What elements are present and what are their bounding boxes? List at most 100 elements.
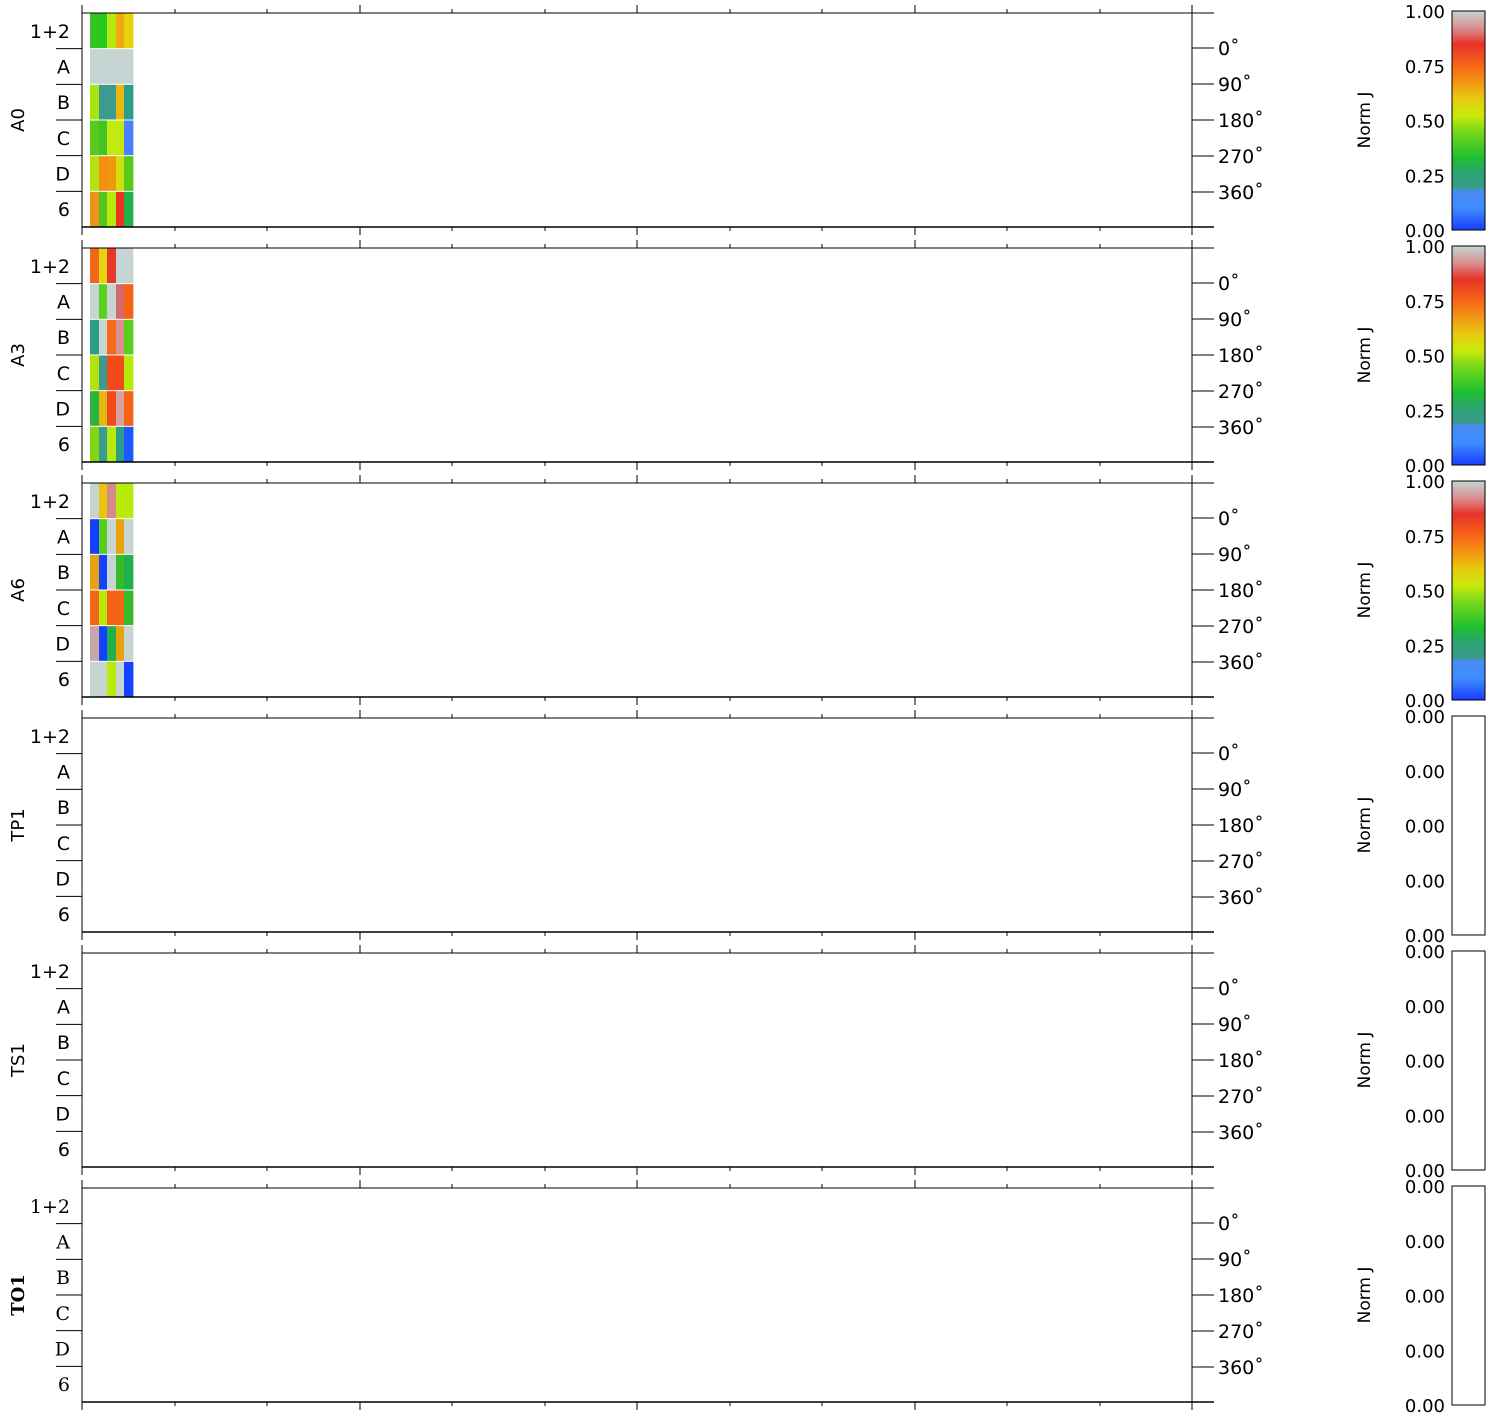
heatmap-cell <box>124 13 134 49</box>
colorbar-tick-label: 0.00 <box>1405 871 1445 892</box>
heatmap-cell <box>124 426 134 462</box>
row-label: C <box>57 363 70 385</box>
panel-name: TO1 <box>8 1274 29 1316</box>
heatmap-cell <box>90 626 100 661</box>
heatmap-cell <box>116 590 125 626</box>
row-label: C <box>55 1303 70 1325</box>
row-label: B <box>56 1267 70 1289</box>
row-label: B <box>57 797 70 819</box>
panel-name: A3 <box>8 343 29 367</box>
heatmap-cell <box>99 483 108 519</box>
colorbar-tick-label: 0.50 <box>1405 347 1445 368</box>
heatmap-cell <box>116 49 125 84</box>
row-label: B <box>57 327 70 349</box>
heatmap-cell <box>90 191 100 227</box>
row-label: D <box>55 1339 70 1361</box>
colorbar <box>1451 715 1486 936</box>
angle-tick-label: 270˚ <box>1218 1321 1264 1343</box>
heatmap-cell <box>107 519 117 554</box>
heatmap-cell <box>99 355 108 391</box>
angle-tick-label: 180˚ <box>1218 1285 1264 1307</box>
angle-tick-label: 180˚ <box>1218 110 1264 132</box>
heatmap-cell <box>107 661 117 697</box>
heatmap-cell <box>99 191 108 227</box>
angle-tick-label: 0˚ <box>1218 1213 1240 1235</box>
heatmap-cell <box>90 483 100 519</box>
colorbar-label: Norm J <box>1355 327 1375 384</box>
heatmap-cell <box>116 191 125 227</box>
heatmap-cell <box>99 156 108 191</box>
row-label: 1+2 <box>30 726 70 748</box>
angle-tick-label: 90˚ <box>1218 1014 1252 1036</box>
heatmap-cell <box>99 426 108 462</box>
colorbar-tick-label: 0.00 <box>1405 1161 1445 1182</box>
heatmap-cell <box>107 554 117 590</box>
heatmap-cell <box>107 120 117 156</box>
heatmap-cell <box>124 248 134 284</box>
colorbar-tick-label: 0.25 <box>1405 636 1445 657</box>
colorbar-tick-label: 1.00 <box>1405 2 1445 23</box>
heatmap-cell <box>90 49 100 84</box>
heatmap-cell <box>124 84 134 120</box>
angle-tick-label: 360˚ <box>1218 182 1264 204</box>
angle-tick-label: 270˚ <box>1218 381 1264 403</box>
heatmap-cell <box>124 391 134 426</box>
heatmap-cell <box>90 554 100 590</box>
colorbar-tick-label: 0.00 <box>1405 942 1445 963</box>
heatmap-cell <box>107 391 117 426</box>
colorbar-tick-label: 0.50 <box>1405 582 1445 603</box>
heatmap-cell <box>90 426 100 462</box>
row-label: C <box>57 1068 70 1090</box>
heatmap-cell <box>107 84 117 120</box>
row-label: B <box>57 1032 70 1054</box>
colorbar-tick-label: 0.75 <box>1405 57 1445 78</box>
heatmap-cell <box>116 13 125 49</box>
heatmap-cell <box>90 590 100 626</box>
heatmap-cell <box>99 284 108 319</box>
angle-tick-label: 360˚ <box>1218 1357 1264 1379</box>
heatmap-cell <box>107 483 117 519</box>
heatmap-cell <box>90 284 100 319</box>
angle-tick-label: 0˚ <box>1218 38 1240 60</box>
row-label: B <box>57 562 70 584</box>
heatmap-cell <box>107 284 117 319</box>
heatmap-cell <box>90 355 100 391</box>
colorbar-tick-label: 0.00 <box>1405 691 1445 712</box>
panel-name: TP1 <box>8 808 29 842</box>
colorbar-label: Norm J <box>1355 797 1375 854</box>
heatmap-cell <box>124 626 134 661</box>
panel-name: TS1 <box>8 1043 29 1078</box>
heatmap-cell <box>107 355 117 391</box>
colorbar <box>1451 480 1486 701</box>
heatmap-cell <box>107 248 117 284</box>
colorbar-tick-label: 1.00 <box>1405 472 1445 493</box>
heatmap-cell <box>116 120 125 156</box>
row-label: 6 <box>58 199 70 221</box>
heatmap-cell <box>116 391 125 426</box>
heatmap-cell <box>124 355 134 391</box>
heatmap-cell <box>124 483 134 519</box>
heatmap-cell <box>90 156 100 191</box>
heatmap-cell <box>124 319 134 355</box>
colorbar-tick-label: 0.00 <box>1405 456 1445 477</box>
row-label: 6 <box>58 1139 70 1161</box>
heatmap-cell <box>99 319 108 355</box>
heatmap-cell <box>99 248 108 284</box>
heatmap-cell <box>107 626 117 661</box>
angle-tick-label: 0˚ <box>1218 978 1240 1000</box>
panel-name: A6 <box>8 578 29 602</box>
row-label: A <box>55 1232 70 1254</box>
angle-tick-label: 360˚ <box>1218 1122 1264 1144</box>
angle-tick-label: 270˚ <box>1218 616 1264 638</box>
row-label: C <box>57 833 70 855</box>
heatmap-cell <box>116 355 125 391</box>
angle-tick-label: 180˚ <box>1218 345 1264 367</box>
heatmap-cell <box>107 13 117 49</box>
colorbar-tick-label: 0.00 <box>1405 221 1445 242</box>
heatmap-cell <box>99 519 108 554</box>
row-label: 1+2 <box>30 961 70 983</box>
